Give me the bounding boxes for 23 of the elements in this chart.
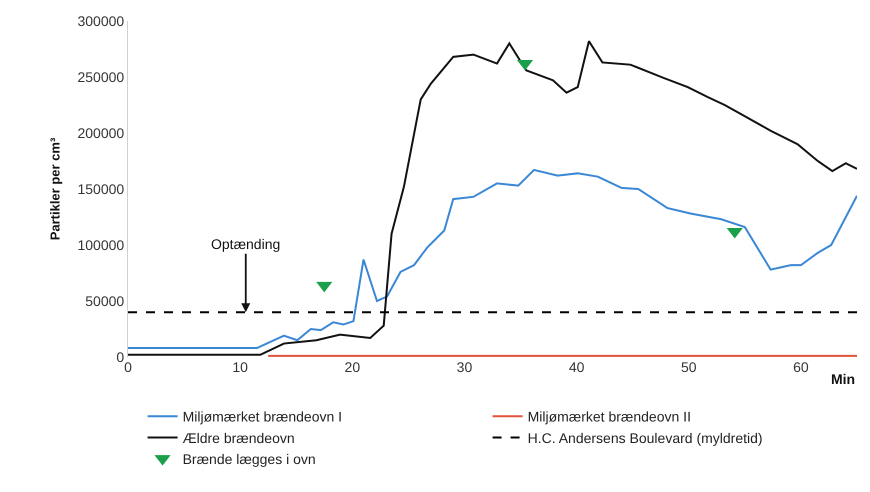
legend-label: Miljømærket brændeovn II [528, 408, 691, 425]
line-series [128, 168, 857, 350]
line-series [128, 40, 857, 356]
y-tick-label: 0 [116, 348, 124, 365]
y-tick-label: 150000 [77, 180, 124, 197]
y-tick-label: 200000 [77, 124, 124, 141]
y-tick-label: 300000 [77, 12, 124, 29]
x-tick-label: 60 [793, 359, 809, 375]
y-tick-label: 100000 [77, 236, 124, 253]
y-tick-label: 50000 [85, 292, 124, 309]
x-tick-label: 40 [568, 359, 585, 375]
annotation: Optænding [211, 236, 280, 252]
y-axis-title: Partikler per cm³ [47, 137, 62, 240]
x-tick-label: 10 [232, 359, 248, 375]
x-tick-label: 50 [680, 359, 697, 375]
y-tick-label: 250000 [77, 68, 124, 85]
x-axis-title: Min [831, 371, 856, 387]
legend-label: Ældre brændeovn [182, 430, 295, 446]
legend-label: Brænde lægges i ovn [182, 451, 316, 468]
x-tick-label: 30 [456, 359, 472, 375]
legend-label: H.C. Andersens Boulevard (myldretid) [528, 430, 763, 446]
x-tick-label: 20 [344, 359, 360, 375]
legend-label: Miljømærket brændeovn I [182, 408, 342, 425]
